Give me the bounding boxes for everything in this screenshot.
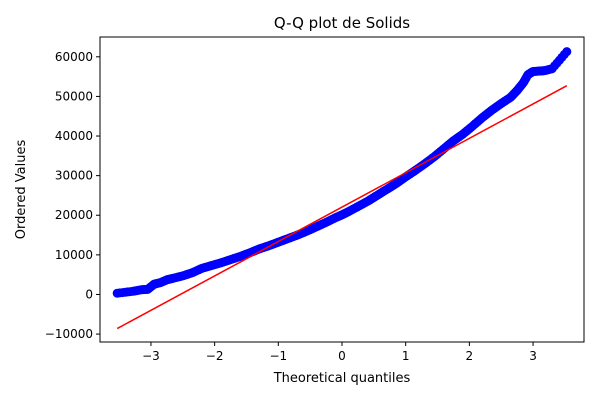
x-tick-label: 0 <box>338 349 346 363</box>
y-tick-label: 0 <box>85 287 93 301</box>
x-tick-label: −1 <box>269 349 287 363</box>
y-tick-label: 30000 <box>55 169 93 183</box>
y-axis-label: Ordered Values <box>14 140 29 240</box>
y-tick-label: 60000 <box>55 50 93 64</box>
y-tick-label: 40000 <box>55 129 93 143</box>
reference-line <box>116 85 568 330</box>
data-layer <box>112 47 572 330</box>
x-tick-label: 2 <box>466 349 474 363</box>
y-tick-label: 10000 <box>55 248 93 262</box>
x-tick-label: 1 <box>402 349 410 363</box>
chart-title: Q-Q plot de Solids <box>274 14 410 32</box>
x-axis: −3 −2 −1 0 1 2 3 <box>142 342 537 363</box>
qq-point <box>559 49 569 59</box>
plot-background <box>100 37 584 342</box>
y-axis: −10000 0 10000 20000 30000 40000 50000 60000 <box>45 50 100 341</box>
plot-area <box>100 37 584 342</box>
y-tick-label: 50000 <box>55 89 93 103</box>
y-tick-label: −10000 <box>45 327 93 341</box>
x-tick-label: −3 <box>142 349 160 363</box>
x-tick-label: 3 <box>529 349 537 363</box>
qq-points-series <box>112 47 572 298</box>
x-tick-label: −2 <box>206 349 224 363</box>
y-tick-label: 20000 <box>55 208 93 222</box>
x-axis-label: Theoretical quantiles <box>273 371 411 386</box>
